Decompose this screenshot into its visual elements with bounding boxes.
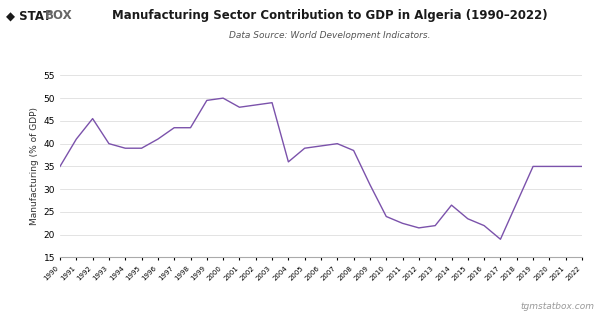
- Text: tgmstatbox.com: tgmstatbox.com: [520, 302, 594, 311]
- Text: BOX: BOX: [45, 9, 73, 22]
- Y-axis label: Manufacturing (% of GDP): Manufacturing (% of GDP): [31, 107, 40, 225]
- Text: Manufacturing Sector Contribution to GDP in Algeria (1990–2022): Manufacturing Sector Contribution to GDP…: [112, 9, 548, 22]
- Text: Data Source: World Development Indicators.: Data Source: World Development Indicator…: [229, 31, 431, 41]
- Text: ◆ STAT: ◆ STAT: [6, 9, 51, 22]
